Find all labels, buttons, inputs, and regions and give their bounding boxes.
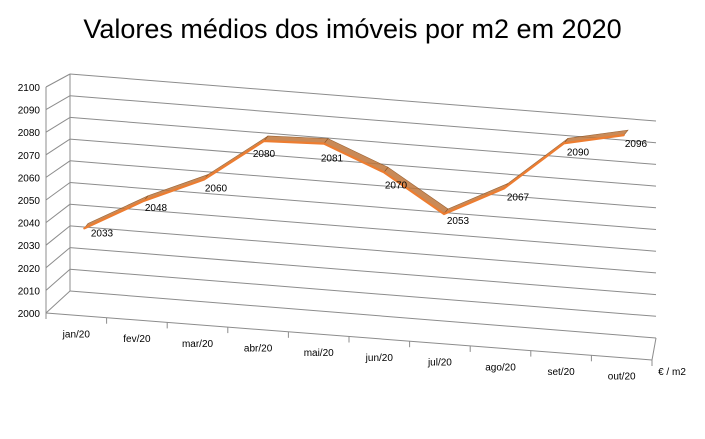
gridline-diagonal [45, 182, 71, 201]
series-line [83, 134, 625, 230]
data-point [323, 142, 325, 145]
data-point [383, 171, 385, 174]
gridline [69, 290, 657, 339]
x-tick-label: out/20 [608, 372, 636, 383]
data-label: 2048 [145, 203, 168, 214]
y-tick-label: 2020 [18, 264, 41, 275]
data-label: 2096 [625, 139, 648, 150]
data-label: 2080 [253, 149, 276, 160]
y-tick-label: 2080 [18, 128, 41, 139]
data-point [83, 227, 85, 230]
x-tick-label: set/20 [547, 367, 575, 378]
data-label: 2090 [567, 147, 590, 158]
x-tick-label: jan/20 [62, 329, 91, 340]
data-label: 2070 [385, 180, 408, 191]
data-point [443, 213, 445, 215]
gridline-diagonal [45, 268, 71, 291]
gridline-diagonal [45, 116, 71, 133]
gridline [69, 268, 657, 317]
data-label: 2067 [507, 192, 530, 203]
chart-title: Valores médios dos imóveis por m2 em 202… [83, 14, 622, 44]
gridline [69, 203, 657, 252]
x-tick-label: jun/20 [365, 353, 394, 364]
floor-right-edge [651, 337, 657, 361]
gridline [69, 160, 657, 209]
gridline-diagonal [45, 203, 71, 223]
gridline [69, 95, 657, 144]
gridline [69, 73, 657, 122]
gridline-diagonal [45, 160, 71, 178]
x-tick-label: jul/20 [427, 358, 452, 369]
data-label: 2081 [321, 154, 344, 165]
gridline [69, 225, 657, 274]
y-tick-label: 2060 [18, 173, 41, 184]
data-point [143, 199, 145, 202]
data-point [203, 178, 205, 181]
y-tick-label: 2030 [18, 241, 41, 252]
y-tick-label: 2010 [18, 286, 41, 297]
y-tick-label: 2090 [18, 106, 41, 117]
x-tick-label: abr/20 [244, 343, 273, 354]
x-tick-label: mar/20 [182, 339, 214, 350]
gridline-diagonal [45, 138, 71, 156]
data-point [503, 187, 505, 190]
data-point [563, 142, 565, 145]
gridline [69, 247, 657, 296]
gridline-diagonal [45, 95, 71, 111]
data-label: 2053 [447, 216, 470, 227]
series-axis-label: € / m2 [658, 367, 686, 378]
gridline [69, 116, 657, 165]
x-tick-label: mai/20 [304, 348, 334, 359]
y-tick-label: 2100 [18, 83, 41, 94]
y-tick-label: 2050 [18, 196, 41, 207]
y-tick-label: 2070 [18, 151, 41, 162]
gridline-diagonal [45, 290, 71, 314]
gridline-diagonal [45, 225, 71, 246]
gridline-diagonal [45, 247, 71, 269]
x-tick-label: ago/20 [485, 362, 516, 373]
x-tick-label: fev/20 [123, 334, 151, 345]
data-label: 2033 [91, 229, 114, 240]
y-tick-label: 2040 [18, 219, 41, 230]
data-label: 2060 [205, 184, 228, 195]
gridline-diagonal [45, 73, 71, 88]
data-point [263, 140, 265, 142]
data-point [623, 134, 625, 136]
y-tick-label: 2000 [18, 309, 41, 320]
